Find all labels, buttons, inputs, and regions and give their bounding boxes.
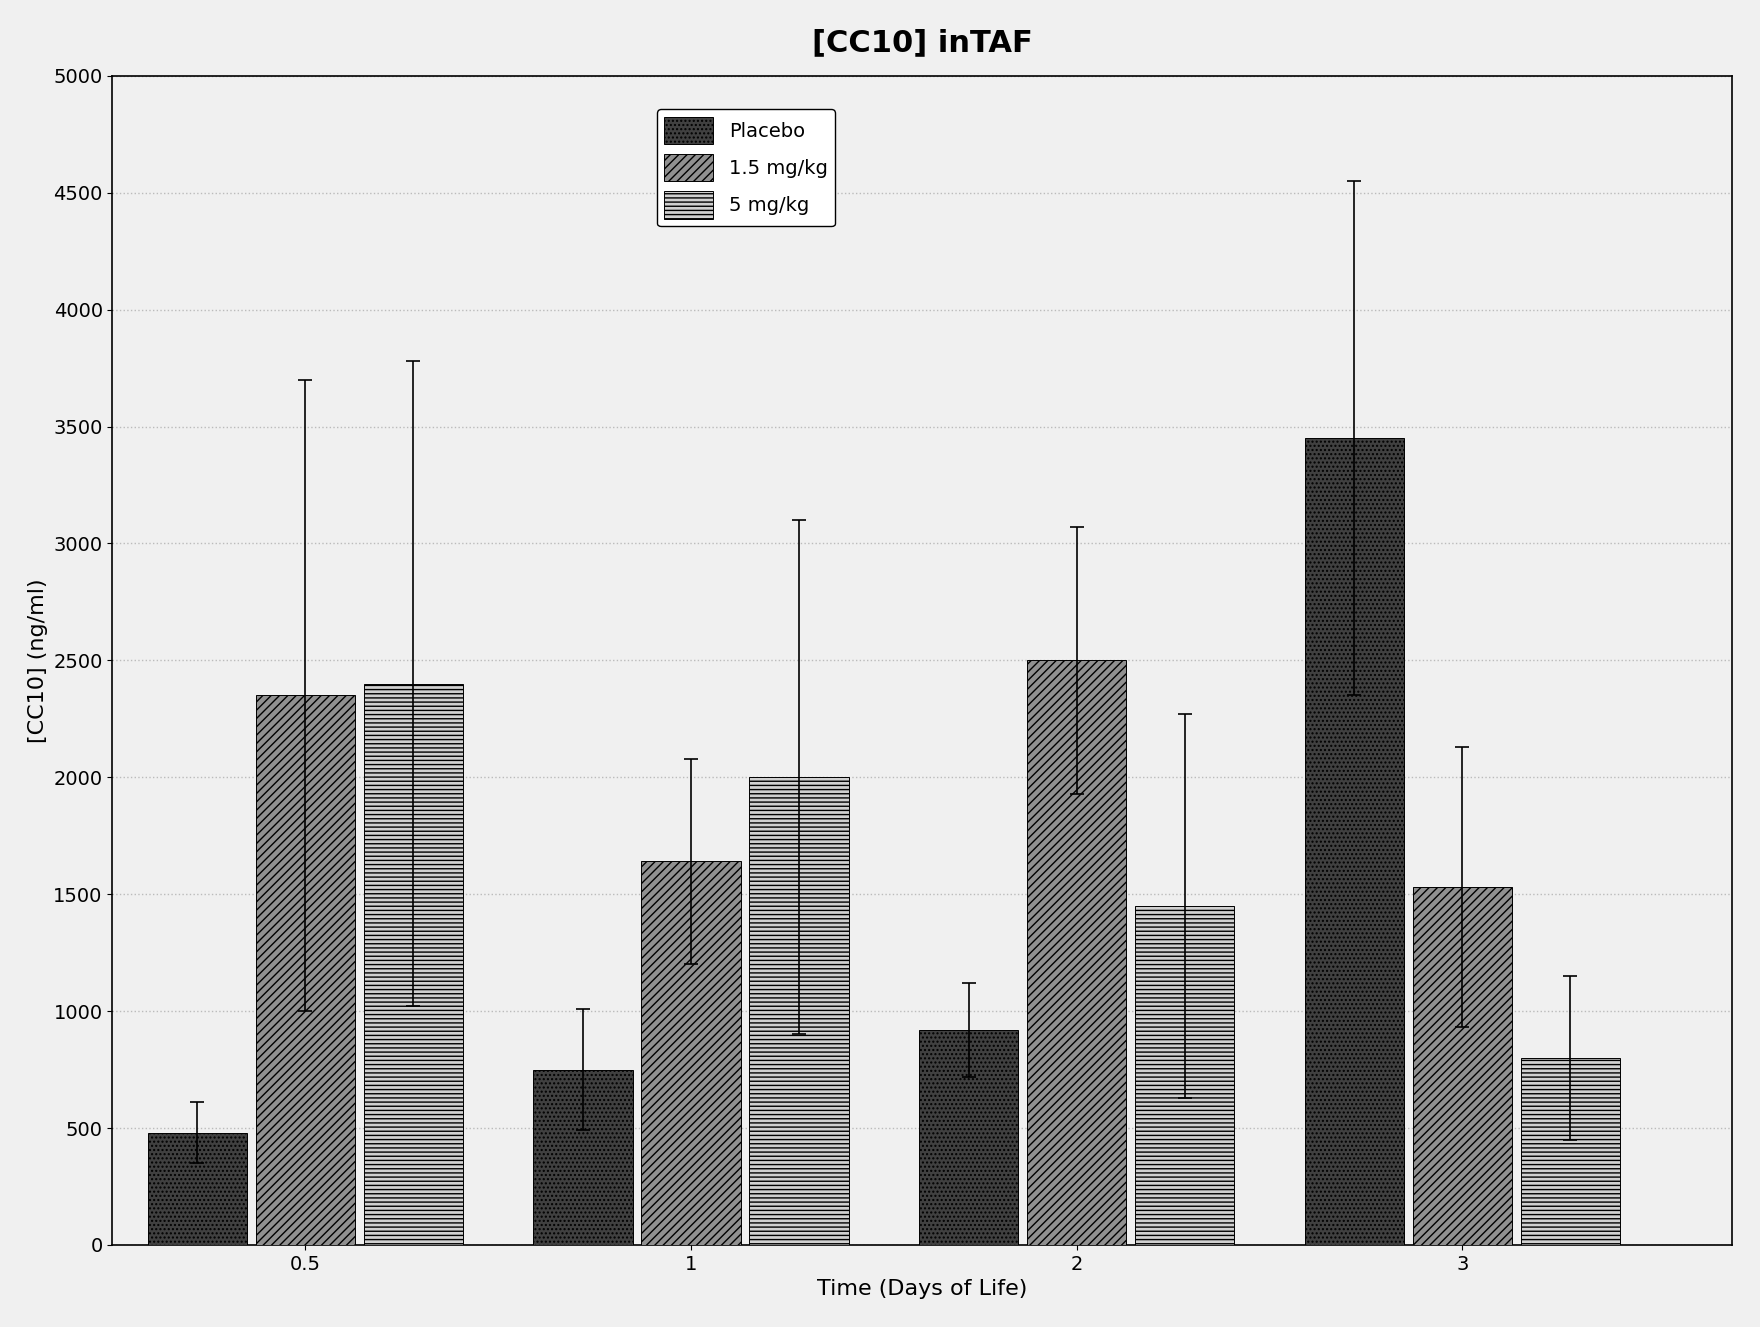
Bar (533, 1070, 632, 1245)
Y-axis label: [CC10] (ng/ml): [CC10] (ng/ml) (28, 579, 48, 743)
Bar (1135, 906, 1234, 1245)
Bar (148, 1133, 246, 1245)
Bar (1413, 888, 1512, 1245)
Bar (364, 683, 463, 1245)
Bar (255, 695, 356, 1245)
Title: [CC10] inTAF: [CC10] inTAF (811, 28, 1033, 57)
Bar (750, 778, 848, 1245)
Bar (1026, 661, 1126, 1245)
Bar (919, 1030, 1019, 1245)
Bar (1304, 438, 1404, 1245)
Bar (641, 861, 741, 1245)
X-axis label: Time (Days of Life): Time (Days of Life) (817, 1279, 1028, 1299)
Legend: Placebo, 1.5 mg/kg, 5 mg/kg: Placebo, 1.5 mg/kg, 5 mg/kg (656, 109, 836, 227)
Bar (1521, 1058, 1619, 1245)
